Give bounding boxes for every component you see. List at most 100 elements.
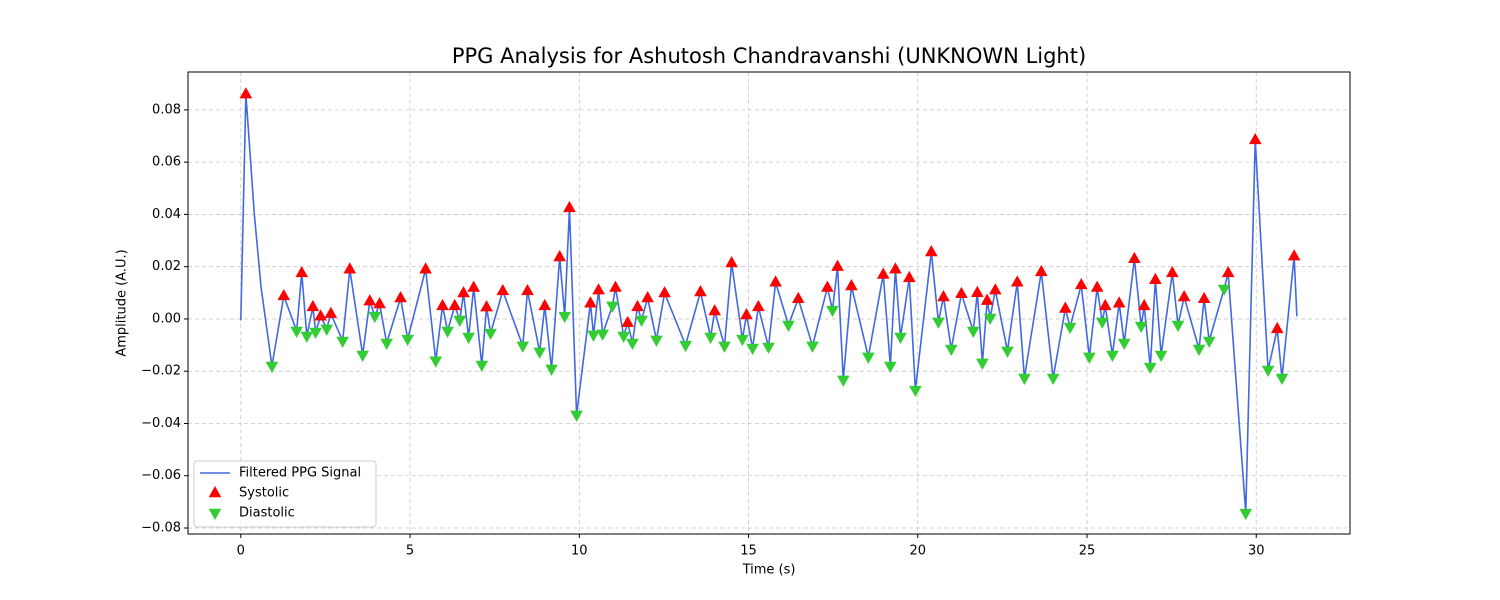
systolic-marker xyxy=(889,262,902,274)
legend-label: Systolic xyxy=(239,486,289,501)
y-tick-label: 0.06 xyxy=(152,155,181,170)
diastolic-marker xyxy=(806,341,819,353)
x-tick-label: 0 xyxy=(237,544,245,559)
diastolic-marker xyxy=(1046,373,1060,385)
y-axis-label: Amplitude (A.U.) xyxy=(115,249,130,356)
diastolic-marker xyxy=(265,361,279,373)
systolic-marker xyxy=(1059,301,1072,313)
legend-marker xyxy=(208,486,222,498)
diastolic-marker xyxy=(1134,321,1148,333)
diastolic-marker xyxy=(894,332,907,344)
systolic-marker xyxy=(937,289,950,302)
diastolic-marker xyxy=(762,342,775,354)
systolic-marker xyxy=(845,279,858,291)
systolic-marker xyxy=(538,298,552,311)
systolic-marker xyxy=(592,283,605,295)
diastolic-marker xyxy=(380,338,393,350)
diastolic-marker xyxy=(836,375,850,387)
y-tick-label: 0.02 xyxy=(152,259,181,274)
x-tick-label: 25 xyxy=(1079,544,1096,559)
x-tick-label: 5 xyxy=(406,544,414,559)
diastolic-marker xyxy=(368,311,382,324)
systolic-marker xyxy=(925,245,938,257)
systolic-marker xyxy=(1165,265,1179,278)
diastolic-marker xyxy=(976,358,989,370)
x-tick-label: 10 xyxy=(571,544,588,559)
diastolic-marker xyxy=(587,330,600,342)
systolic-marker xyxy=(980,293,994,305)
systolic-marker xyxy=(876,267,890,279)
systolic-marker xyxy=(831,259,844,271)
x-tick-label: 15 xyxy=(740,544,757,559)
systolic-marker xyxy=(1074,277,1088,290)
diastolic-marker xyxy=(626,338,639,350)
systolic-marker xyxy=(1112,296,1126,308)
systolic-marker xyxy=(971,285,984,298)
y-tick-label: 0.00 xyxy=(152,311,181,326)
systolic-marker xyxy=(658,286,671,298)
legend-label: Filtered PPG Signal xyxy=(239,466,361,481)
systolic-marker xyxy=(1090,280,1104,292)
diastolic-marker xyxy=(1018,373,1031,385)
diastolic-marker xyxy=(401,334,414,347)
systolic-marker xyxy=(902,270,916,283)
systolic-marker xyxy=(553,250,566,262)
diastolic-marker xyxy=(944,344,958,356)
systolic-marker xyxy=(621,315,634,328)
diastolic-marker xyxy=(617,331,630,343)
systolic-marker xyxy=(457,286,470,298)
diastolic-marker xyxy=(909,385,922,398)
systolic-marker xyxy=(1270,321,1284,334)
systolic-marker xyxy=(1137,298,1151,311)
diastolic-marker xyxy=(1261,365,1275,377)
y-tick-label: −0.08 xyxy=(141,520,181,535)
systolic-marker xyxy=(306,299,320,312)
systolic-marker xyxy=(467,280,480,292)
diastolic-marker xyxy=(704,332,717,344)
axes-frame xyxy=(187,71,1351,535)
diastolic-marker xyxy=(736,334,749,347)
systolic-marker xyxy=(363,294,377,306)
diastolic-marker xyxy=(1063,322,1077,335)
diastolic-marker xyxy=(782,320,795,332)
diastolic-marker xyxy=(746,343,759,355)
diastolic-marker xyxy=(1106,350,1119,363)
systolic-marker xyxy=(436,298,449,311)
systolic-marker xyxy=(641,291,654,303)
systolic-marker xyxy=(955,286,968,299)
systolic-marker xyxy=(521,283,534,296)
diastolic-marker xyxy=(826,305,839,318)
y-tick-label: −0.04 xyxy=(141,416,181,431)
systolic-marker xyxy=(1287,249,1301,261)
systolic-marker xyxy=(239,87,253,99)
diastolic-marker xyxy=(1001,346,1014,358)
systolic-marker xyxy=(752,299,765,312)
diastolic-marker xyxy=(932,317,945,329)
diastolic-marker xyxy=(336,336,349,348)
systolic-marker xyxy=(769,275,782,287)
systolic-marker xyxy=(1128,251,1141,264)
diastolic-marker xyxy=(1154,350,1168,363)
systolic-marker xyxy=(821,280,834,292)
systolic-marker xyxy=(1149,272,1162,284)
diastolic-marker xyxy=(884,361,897,373)
diastolic-marker xyxy=(718,341,731,353)
systolic-marker xyxy=(708,304,721,316)
systolic-marker xyxy=(988,283,1002,295)
diastolic-marker xyxy=(635,315,648,327)
diastolic-marker xyxy=(596,329,609,341)
systolic-marker xyxy=(1010,275,1024,287)
systolic-marker xyxy=(740,308,753,320)
systolic-marker xyxy=(1098,298,1112,311)
diastolic-marker xyxy=(983,313,997,325)
diastolic-marker xyxy=(516,341,530,353)
y-tick-label: −0.06 xyxy=(141,468,181,483)
diastolic-marker xyxy=(429,356,443,368)
diastolic-marker xyxy=(290,326,303,338)
systolic-marker xyxy=(791,291,805,304)
systolic-marker xyxy=(563,200,576,213)
legend-box xyxy=(193,460,377,528)
diastolic-marker xyxy=(1095,317,1109,329)
diastolic-marker xyxy=(545,364,558,376)
